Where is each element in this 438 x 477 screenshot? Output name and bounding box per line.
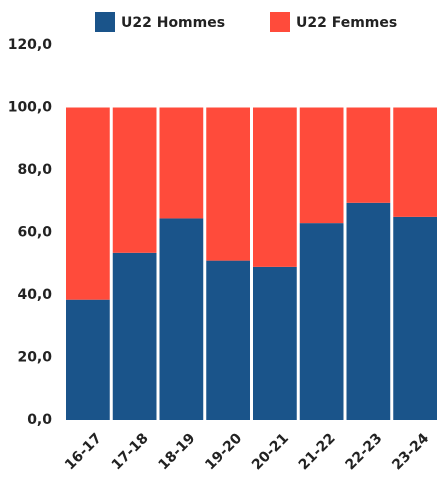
y-tick-label: 120,0 — [8, 37, 53, 53]
bar-segment — [253, 266, 297, 420]
bar-segment — [66, 107, 110, 300]
x-tick-label: 19-20 — [202, 430, 245, 473]
x-tick-label: 21-22 — [296, 430, 339, 473]
bar-segment — [299, 223, 344, 420]
bar-segment — [393, 216, 437, 420]
y-tick-label: 60,0 — [17, 225, 52, 241]
x-tick-label: 16-17 — [62, 430, 105, 473]
bar-segment — [206, 107, 250, 261]
x-tick-label: 23-24 — [389, 430, 432, 473]
bar-segment — [346, 202, 391, 420]
legend-swatch — [95, 12, 115, 32]
y-tick-label: 40,0 — [17, 287, 52, 303]
bar-segment — [346, 107, 391, 203]
x-tick-label: 20-21 — [249, 430, 292, 473]
x-tick-label: 22-23 — [343, 430, 386, 473]
x-tick-label: 18-19 — [156, 430, 199, 473]
bar-segment — [159, 107, 204, 219]
bar-segment — [393, 107, 437, 217]
y-tick-label: 0,0 — [27, 412, 52, 428]
bar-segment — [159, 218, 204, 420]
bar-segment — [66, 299, 110, 420]
bar-segment — [253, 107, 297, 267]
x-tick-label: 17-18 — [109, 430, 152, 473]
legend-swatch — [270, 12, 290, 32]
y-tick-label: 20,0 — [17, 350, 52, 366]
bar-segment — [112, 107, 157, 253]
legend-label: U22 Femmes — [296, 15, 397, 31]
bar-segment — [112, 252, 157, 420]
y-tick-label: 100,0 — [8, 100, 53, 116]
bar-segment — [206, 260, 250, 420]
legend-label: U22 Hommes — [121, 15, 225, 31]
y-tick-label: 80,0 — [17, 162, 52, 178]
bar-segment — [299, 107, 344, 224]
